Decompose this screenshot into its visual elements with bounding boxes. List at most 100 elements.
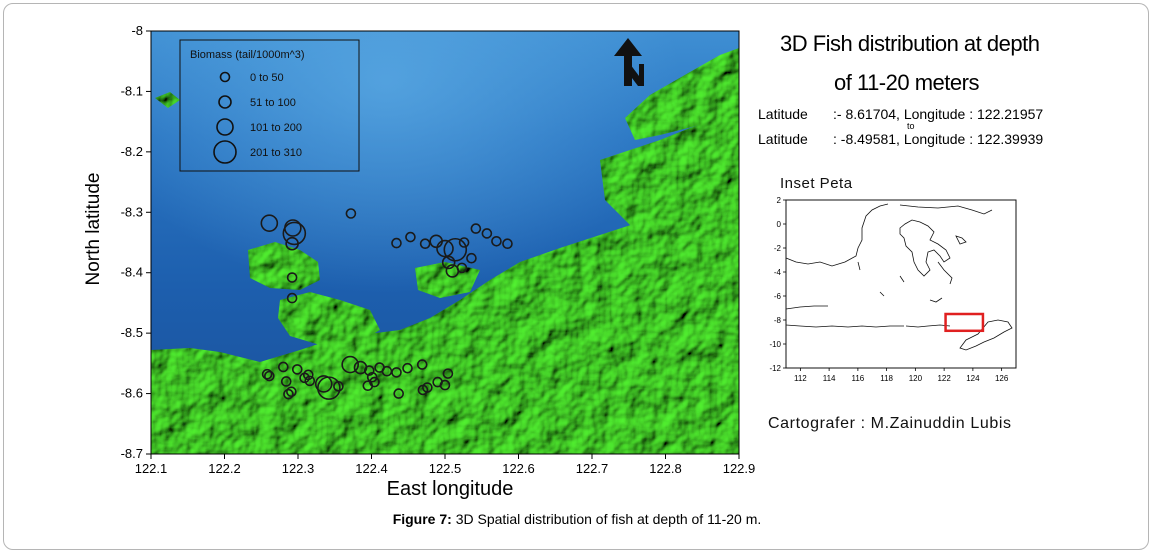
figure-frame <box>3 3 1149 550</box>
biomass-point <box>261 368 273 380</box>
biomass-point <box>458 237 470 248</box>
biomass-point <box>419 238 431 250</box>
inset-y-tick-label: 2 <box>777 196 782 205</box>
legend-label: 0 to 50 <box>250 72 284 84</box>
inset-y-tick-label: -4 <box>774 268 782 277</box>
biomass-point <box>436 239 454 258</box>
inset-x-tick-label: 116 <box>851 374 864 383</box>
bathymetry-map <box>151 31 739 454</box>
y-tick-label: -8 <box>131 23 143 38</box>
biomass-point <box>466 252 477 264</box>
coord-line2-label: Latitude <box>758 131 808 147</box>
inset-y-tick-label: -6 <box>774 292 782 301</box>
biomass-point <box>277 361 289 373</box>
y-axis-label: North latitude <box>83 172 104 286</box>
biomass-point <box>283 388 294 400</box>
legend-label: 51 to 100 <box>250 97 296 109</box>
biomass-point <box>286 386 297 398</box>
legend-box <box>179 39 360 172</box>
y-tick-label: -8.1 <box>121 83 143 98</box>
biomass-point <box>439 379 451 391</box>
biomass-point <box>299 372 310 384</box>
chart-legend: Biomass (tail/1000m^3) 0 to 50 51 to 100 1… <box>179 39 360 172</box>
north-arrow-icon <box>614 38 644 86</box>
coord-line2-value: : -8.49581, Longitude : 122.39939 <box>833 131 1044 147</box>
inset-y-tick-label: -2 <box>774 244 782 253</box>
inset-x-tick-label: 118 <box>880 374 893 383</box>
x-tick-label: 122.4 <box>355 461 388 476</box>
biomass-point <box>345 208 357 219</box>
y-tick-label: -8.7 <box>121 446 143 461</box>
biomass-point <box>304 375 316 387</box>
x-tick-label: 122.5 <box>429 461 462 476</box>
biomass-point <box>280 376 292 387</box>
biomass-point <box>286 292 298 304</box>
biomass-point <box>391 367 402 378</box>
side-title-line1: 3D Fish distribution at depth <box>780 31 1040 56</box>
inset-y-tick-label: 0 <box>777 220 782 229</box>
figure-caption-number: Figure 7: <box>392 511 452 527</box>
inset-axis-ticks: 112 114 116 118 120 122 124 126 2 0 -2 -4 -6 -8 -10 -12 <box>769 196 1008 383</box>
biomass-point <box>291 364 303 375</box>
biomass-point <box>442 368 454 379</box>
x-tick-label: 122.9 <box>723 461 756 476</box>
biomass-point <box>314 375 333 393</box>
biomass-point <box>416 359 428 370</box>
legend-title: Biomass (tail/1000m^3) <box>190 49 305 61</box>
land-mass-mid-east <box>638 236 739 330</box>
biomass-point <box>341 355 359 374</box>
biomass-point <box>286 272 298 283</box>
y-tick-label: -8.3 <box>121 204 143 219</box>
coord-line1-label: Latitude <box>758 106 808 122</box>
biomass-point <box>441 255 456 270</box>
biomass-point <box>402 362 413 374</box>
land-mass-northeast <box>625 48 739 140</box>
inset-x-tick-label: 120 <box>909 374 923 383</box>
legend-symbol <box>213 140 237 164</box>
biomass-point <box>470 223 482 234</box>
y-tick-label: -8.5 <box>121 325 143 340</box>
biomass-point <box>282 221 307 246</box>
biomass-point <box>443 237 468 262</box>
biomass-point <box>264 370 275 382</box>
inset-x-tick-label: 124 <box>966 374 980 383</box>
x-tick-label: 122.6 <box>502 461 535 476</box>
inset-y-tick-label: -12 <box>769 364 781 373</box>
figure-caption-text: 3D Spatial distribution of fish at depth… <box>451 511 762 527</box>
biomass-point <box>393 388 404 399</box>
land-mass-east <box>600 112 739 238</box>
biomass-points <box>260 208 513 400</box>
coord-to-label: to <box>907 121 915 131</box>
legend-items: 0 to 50 51 to 100 101 to 200 201 to 310 <box>213 71 302 164</box>
x-axis-ticks: 122.1 122.2 122.3 122.4 122.5 122.6 122.7 122.8… <box>135 454 756 476</box>
biomass-point <box>260 214 279 232</box>
y-tick-label: -8.6 <box>121 386 143 401</box>
inset-y-tick-label: -10 <box>769 340 781 349</box>
figure-caption: Figure 7: 3D Spatial distribution of fis… <box>0 511 1154 527</box>
biomass-point <box>491 235 502 247</box>
coord-line1-value: :- 8.61704, Longitude : 122.21957 <box>833 106 1044 122</box>
biomass-point <box>422 382 433 393</box>
island-nw-small <box>155 92 180 108</box>
inset-coastlines <box>785 203 1013 351</box>
x-tick-label: 122.1 <box>135 461 168 476</box>
island-west-upper <box>248 242 320 290</box>
biomass-point <box>456 262 468 274</box>
study-area-box <box>944 312 985 333</box>
biomass-point <box>362 380 374 392</box>
inset-y-tick-label: -8 <box>774 316 782 325</box>
legend-symbol <box>219 71 231 83</box>
biomass-point <box>317 376 341 400</box>
legend-symbol <box>218 95 232 109</box>
inset-x-tick-label: 122 <box>937 374 951 383</box>
biomass-point <box>333 381 344 392</box>
legend-symbol <box>216 118 234 136</box>
y-tick-label: -8.2 <box>121 144 143 159</box>
inset-frame <box>785 199 1017 369</box>
x-tick-label: 122.3 <box>282 461 315 476</box>
inset-x-tick-label: 114 <box>823 374 836 383</box>
inset-map: 112 114 116 118 120 122 124 126 2 0 -2 -4 -6 -8 -10 -12 <box>769 196 1017 383</box>
side-title-line2: of 11-20 meters <box>834 70 979 95</box>
land-masses <box>151 48 739 454</box>
